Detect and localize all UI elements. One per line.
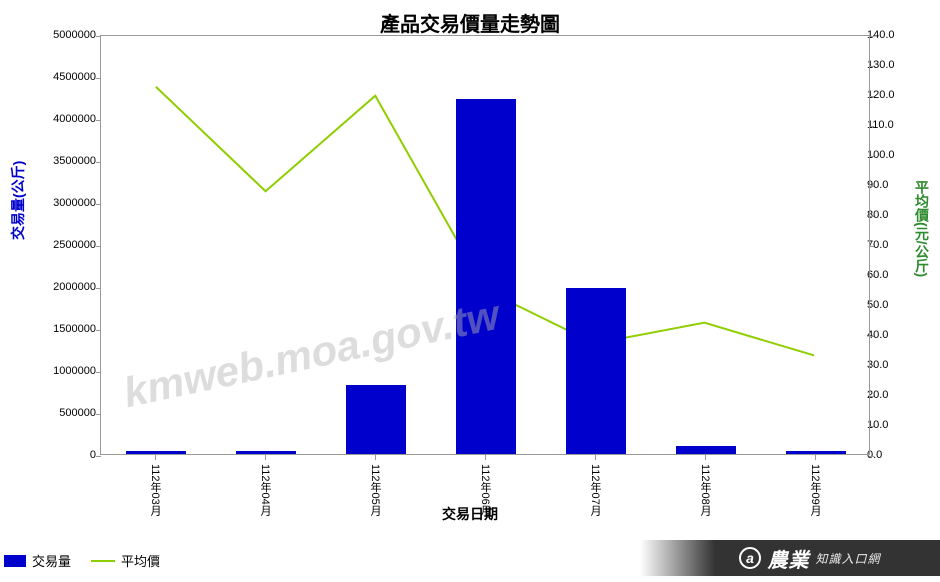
tick-mark bbox=[869, 126, 874, 127]
legend-label-volume: 交易量 bbox=[32, 551, 71, 570]
tick-mark bbox=[96, 246, 101, 247]
bar bbox=[786, 451, 847, 454]
x-axis-label: 交易日期 bbox=[0, 504, 940, 524]
y-left-tick: 2000000 bbox=[40, 281, 96, 293]
y-right-tick: 30.0 bbox=[867, 359, 902, 371]
legend-item-price: 平均價 bbox=[91, 551, 160, 570]
bar bbox=[676, 446, 737, 454]
y-left-tick: 5000000 bbox=[40, 29, 96, 41]
y-right-tick: 80.0 bbox=[867, 209, 902, 221]
globe-icon: a bbox=[739, 547, 761, 569]
tick-mark bbox=[96, 120, 101, 121]
tick-mark bbox=[96, 162, 101, 163]
legend-item-volume: 交易量 bbox=[4, 551, 71, 570]
y-right-tick: 50.0 bbox=[867, 299, 902, 311]
tick-mark bbox=[96, 78, 101, 79]
tick-mark bbox=[485, 455, 486, 460]
tick-mark bbox=[869, 246, 874, 247]
tick-mark bbox=[869, 36, 874, 37]
y-left-tick: 4500000 bbox=[40, 71, 96, 83]
y-left-tick: 1000000 bbox=[40, 365, 96, 377]
chart-title: 產品交易價量走勢圖 bbox=[0, 8, 940, 37]
footer-brand: a 農業 知識入口網 bbox=[640, 540, 940, 576]
bar bbox=[346, 385, 407, 454]
y-left-tick: 2500000 bbox=[40, 239, 96, 251]
tick-mark bbox=[375, 455, 376, 460]
tick-mark bbox=[96, 330, 101, 331]
tick-mark bbox=[869, 276, 874, 277]
legend: 交易量 平均價 bbox=[4, 551, 160, 570]
tick-mark bbox=[705, 455, 706, 460]
tick-mark bbox=[595, 455, 596, 460]
y-left-axis-label: 交易量(公斤) bbox=[8, 161, 28, 240]
tick-mark bbox=[869, 336, 874, 337]
y-right-ticks: 0.010.020.030.040.050.060.070.080.090.01… bbox=[865, 35, 900, 455]
tick-mark bbox=[869, 426, 874, 427]
tick-mark bbox=[869, 366, 874, 367]
tick-mark bbox=[96, 456, 101, 457]
legend-label-price: 平均價 bbox=[121, 551, 160, 570]
y-right-tick: 60.0 bbox=[867, 269, 902, 281]
y-left-tick: 0 bbox=[40, 449, 96, 461]
tick-mark bbox=[869, 306, 874, 307]
footer-brand-sub: 知識入口網 bbox=[815, 550, 880, 567]
y-right-tick: 140.0 bbox=[867, 29, 902, 41]
y-right-tick: 0.0 bbox=[867, 449, 902, 461]
tick-mark bbox=[869, 456, 874, 457]
tick-mark bbox=[155, 455, 156, 460]
tick-mark bbox=[869, 66, 874, 67]
y-right-tick: 40.0 bbox=[867, 329, 902, 341]
y-right-tick: 70.0 bbox=[867, 239, 902, 251]
bar bbox=[126, 451, 187, 454]
y-left-tick: 1500000 bbox=[40, 323, 96, 335]
tick-mark bbox=[869, 396, 874, 397]
tick-mark bbox=[869, 216, 874, 217]
chart-container: 產品交易價量走勢圖 交易量(公斤) 平均價(元/公斤) 0 500000 10000… bbox=[0, 0, 940, 582]
y-right-tick: 90.0 bbox=[867, 179, 902, 191]
y-left-tick: 3000000 bbox=[40, 197, 96, 209]
bar bbox=[456, 99, 517, 454]
legend-swatch-line bbox=[91, 560, 115, 562]
tick-mark bbox=[96, 204, 101, 205]
legend-swatch-bar bbox=[4, 555, 26, 567]
y-right-tick: 130.0 bbox=[867, 59, 902, 71]
tick-mark bbox=[96, 372, 101, 373]
tick-mark bbox=[96, 288, 101, 289]
y-right-tick: 100.0 bbox=[867, 149, 902, 161]
tick-mark bbox=[869, 156, 874, 157]
tick-mark bbox=[96, 36, 101, 37]
footer-brand-main: 農業 bbox=[767, 544, 809, 573]
tick-mark bbox=[869, 96, 874, 97]
tick-mark bbox=[815, 455, 816, 460]
tick-mark bbox=[265, 455, 266, 460]
y-left-tick: 4000000 bbox=[40, 113, 96, 125]
bar bbox=[236, 451, 297, 454]
tick-mark bbox=[869, 186, 874, 187]
y-right-tick: 10.0 bbox=[867, 419, 902, 431]
y-right-tick: 120.0 bbox=[867, 89, 902, 101]
bar bbox=[566, 288, 627, 454]
y-left-tick: 3500000 bbox=[40, 155, 96, 167]
y-right-tick: 20.0 bbox=[867, 389, 902, 401]
plot-area bbox=[100, 35, 870, 455]
y-right-tick: 110.0 bbox=[867, 119, 902, 131]
tick-mark bbox=[96, 414, 101, 415]
y-left-ticks: 0500000100000015000002000000250000030000… bbox=[40, 35, 98, 455]
y-left-tick: 500000 bbox=[40, 407, 96, 419]
y-right-axis-label: 平均價(元/公斤) bbox=[912, 180, 932, 277]
